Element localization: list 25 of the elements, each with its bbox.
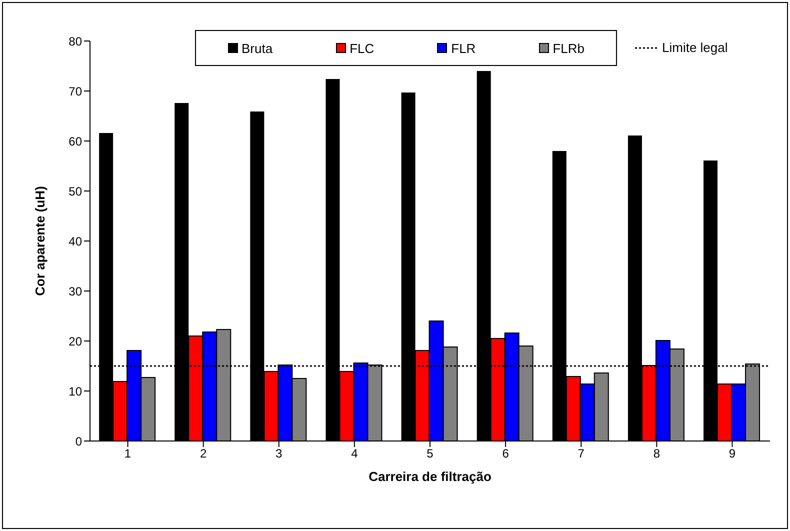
y-tick-label: 50 [68,184,82,198]
x-tick-label: 8 [653,446,660,461]
x-tick-label: 7 [578,446,585,461]
y-tick-label: 0 [75,434,82,448]
y-axis-title: Cor aparente (uH) [32,186,48,296]
legend-label: FLR [450,40,476,56]
legend-label: FLRb [552,40,584,56]
y-tick-label: 70 [68,84,82,98]
x-axis-title: Carreira de filtração [368,469,492,484]
y-tick-label: 30 [68,284,82,298]
x-tick-label: 1 [124,446,132,461]
x-tick-label: 2 [200,446,207,461]
y-tick-label: 80 [68,34,82,48]
legend-label: FLC [348,40,374,56]
legend-label: Bruta [240,40,273,56]
legend-label: Limite legal [661,40,728,55]
y-tick-label: 20 [68,334,82,348]
y-tick-label: 60 [68,134,82,148]
y-tick-label: 40 [68,234,82,248]
x-tick-label: 3 [276,446,283,461]
x-tick-label: 4 [351,446,358,461]
y-tick-label: 10 [68,384,82,398]
x-tick-label: 9 [728,446,736,461]
x-tick-label: 6 [502,446,510,461]
x-tick-label: 5 [426,446,434,461]
